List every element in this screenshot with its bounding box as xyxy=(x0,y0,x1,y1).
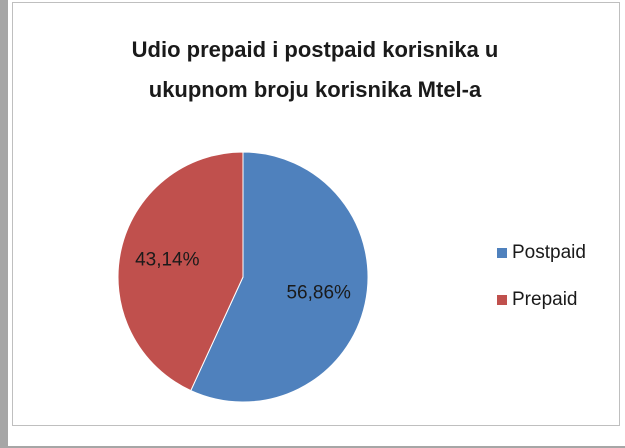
chart-title: Udio prepaid i postpaid korisnika u ukup… xyxy=(131,37,499,102)
data-label: 43,14% xyxy=(135,249,200,270)
pie-slice xyxy=(190,151,369,403)
legend-swatch xyxy=(497,248,507,258)
legend-swatch xyxy=(497,295,507,305)
legend-label: Postpaid xyxy=(512,242,586,263)
legend-label: Prepaid xyxy=(512,289,578,310)
data-label: 56,86% xyxy=(286,283,351,304)
pie-slice xyxy=(117,151,244,392)
